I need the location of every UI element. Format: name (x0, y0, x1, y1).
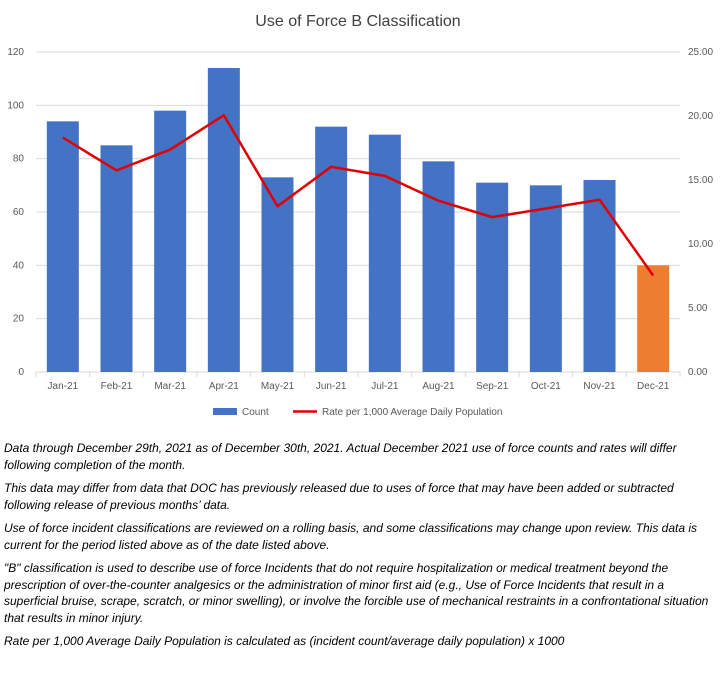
y2-tick-label: 20.00 (688, 111, 713, 122)
notes: Data through December 29th, 2021 as of D… (4, 440, 720, 657)
bar (46, 121, 79, 372)
chart-title: Use of Force B Classification (255, 13, 460, 30)
x-tick-label: Apr-21 (209, 381, 239, 392)
y-tick-label: 60 (13, 207, 25, 218)
y2-tick-label: 5.00 (688, 303, 708, 314)
bar (422, 161, 455, 372)
note-3: Use of force incident classifications ar… (4, 521, 698, 552)
y2-tick-label: 25.00 (688, 47, 713, 58)
note-2: This data may differ from data that DOC … (4, 481, 674, 512)
y-tick-label: 100 (7, 100, 24, 111)
note-5: Rate per 1,000 Average Daily Population … (4, 634, 565, 648)
x-tick-label: Jan-21 (48, 381, 79, 392)
x-tick-label: Sep-21 (476, 381, 509, 392)
bar (261, 177, 294, 372)
x-tick-label: Mar-21 (154, 381, 186, 392)
x-tick-label: Nov-21 (583, 381, 616, 392)
legend-swatch-count (213, 408, 237, 415)
x-tick-label: May-21 (261, 381, 295, 392)
x-tick-label: Jun-21 (316, 381, 347, 392)
bar (637, 265, 670, 372)
x-tick-label: Feb-21 (101, 381, 133, 392)
bar (207, 68, 240, 372)
bar (100, 145, 133, 372)
y2-tick-label: 15.00 (688, 175, 713, 186)
bar (529, 185, 562, 372)
x-tick-label: Jul-21 (371, 381, 399, 392)
legend-label-count: Count (242, 407, 269, 418)
legend-label-rate: Rate per 1,000 Average Daily Population (322, 407, 503, 418)
x-tick-label: Aug-21 (422, 381, 455, 392)
chart: Use of Force B Classification 0 20 40 60 80 1… (7, 13, 713, 418)
y-tick-label: 80 (13, 154, 25, 165)
y2-tick-label: 10.00 (688, 239, 713, 250)
note-4: "B" classification is used to describe u… (4, 561, 709, 625)
x-tick-label: Oct-21 (531, 381, 561, 392)
rate-line (62, 113, 655, 277)
bar (315, 126, 348, 373)
bar (476, 182, 509, 372)
y-tick-label: 120 (7, 47, 24, 58)
y-tick-label: 20 (13, 314, 25, 325)
note-1: Data through December 29th, 2021 as of D… (4, 441, 677, 472)
y-tick-label: 0 (18, 367, 24, 378)
bar (583, 180, 616, 372)
y2-tick-label: 0.00 (688, 367, 708, 378)
y-tick-label: 40 (13, 260, 25, 271)
x-tick-label: Dec-21 (637, 381, 670, 392)
bar (368, 134, 401, 372)
